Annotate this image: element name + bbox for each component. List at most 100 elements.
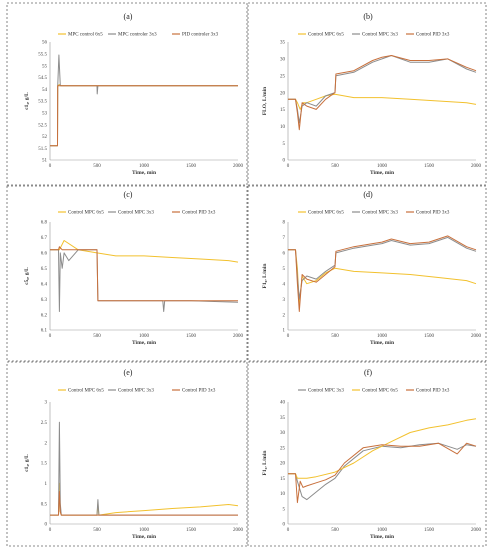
y-tick-label: 6.8: [41, 221, 48, 226]
y-tick-label: 3: [283, 298, 286, 303]
series-line-2: [50, 246, 238, 302]
y-tick-label: 6.6: [41, 252, 48, 257]
y-tick-label: 2: [283, 313, 286, 318]
y-axis-title: FLO, L/min: [262, 87, 268, 115]
chart-panel-4: (e) Control MPC 6x5 Control MPC 3x3 Control…: [24, 368, 244, 540]
panel-border-1: [247, 2, 487, 186]
legend-entry: Control MPC 6x5: [68, 211, 104, 216]
y-tick-label: 25: [280, 446, 286, 451]
x-tick-label: 1500: [186, 164, 197, 169]
series-line-0: [50, 240, 239, 263]
y-tick-label: 52: [42, 135, 48, 140]
y-tick-label: 56: [42, 41, 48, 46]
chart-panel-3: (d) Control MPC 6x5 Control MPC 3x3 Control…: [262, 190, 482, 346]
x-tick-label: 500: [331, 528, 339, 533]
x-tick-label: 2000: [471, 164, 482, 169]
y-tick-label: 8: [283, 221, 286, 226]
panel-letter: (d): [363, 190, 373, 199]
y-tick-label: 51.5: [38, 147, 47, 152]
x-tick-label: 0: [49, 164, 52, 169]
x-axis-title: Time, min: [370, 534, 394, 540]
legend-entry: MPC controler 3x3: [118, 33, 157, 38]
series-line-1: [288, 236, 477, 300]
series-line-2: [288, 442, 477, 504]
legend-entry: Control MPC 3x3: [362, 211, 398, 216]
series-line-2: [50, 85, 238, 147]
x-axis-title: Time, min: [370, 170, 394, 176]
legend-entry: Control MPC 6x5: [68, 389, 104, 394]
x-tick-label: 2000: [233, 164, 244, 169]
chart-panel-2: (c) Control MPC 6x5 Control MPC 3x3 Control…: [24, 190, 244, 346]
x-tick-label: 500: [93, 334, 101, 339]
y-tick-label: 10: [280, 492, 286, 497]
y-tick-label: 52.5: [38, 123, 47, 128]
y-tick-label: 6: [283, 252, 286, 257]
series-line-0: [288, 249, 477, 306]
y-tick-label: 53: [42, 112, 48, 117]
legend-entry: Control PID 3x3: [182, 211, 216, 216]
y-tick-label: 6.3: [41, 298, 48, 303]
chart-panel-0: (a) MPC control 6x5 MPC controler 3x3 PID c…: [24, 12, 244, 176]
x-axis-title: Time, min: [132, 170, 156, 176]
y-tick-label: 30: [280, 431, 286, 436]
panel-border-0: [6, 2, 248, 186]
panel-letter: (f): [364, 368, 372, 377]
x-tick-label: 1000: [377, 334, 388, 339]
y-tick-label: 0: [283, 523, 286, 528]
x-tick-label: 1000: [139, 528, 150, 533]
y-axis-title: c1₄, g/L: [24, 454, 30, 472]
x-axis-title: Time, min: [132, 340, 156, 346]
y-tick-label: 2: [45, 441, 48, 446]
panel-letter: (a): [124, 12, 133, 21]
x-tick-label: 2000: [233, 528, 244, 533]
series-line-0: [50, 84, 238, 147]
y-tick-label: 6.1: [41, 329, 48, 334]
series-line-0: [50, 482, 239, 516]
y-tick-label: 1: [45, 482, 48, 487]
legend-entry: Control MPC 3x3: [362, 33, 398, 38]
y-tick-label: 0: [283, 159, 286, 164]
x-tick-label: 500: [331, 164, 339, 169]
x-tick-label: 0: [287, 334, 290, 339]
x-tick-label: 1500: [186, 528, 197, 533]
y-tick-label: 15: [280, 477, 286, 482]
y-tick-label: 6.2: [41, 313, 48, 318]
chart-panel-1: (b) Control MPC 6x5 Control MPC 3x3 Control…: [262, 12, 482, 176]
y-tick-label: 10: [280, 125, 286, 130]
series-line-2: [288, 55, 477, 131]
series-line-2: [288, 235, 477, 312]
x-tick-label: 500: [93, 164, 101, 169]
y-tick-label: 15: [280, 108, 286, 113]
legend-entry: Control MPC 6x5: [362, 389, 398, 394]
y-axis-title: c5₀, g/L: [24, 267, 30, 285]
y-tick-label: 1.5: [41, 462, 48, 467]
x-tick-label: 500: [93, 528, 101, 533]
legend-entry: Control PID 3x3: [416, 33, 450, 38]
x-tick-label: 1000: [377, 164, 388, 169]
x-tick-label: 0: [49, 334, 52, 339]
y-tick-label: 0: [45, 523, 48, 528]
x-tick-label: 1500: [424, 528, 435, 533]
y-tick-label: 4: [283, 282, 286, 287]
x-axis-title: Time, min: [132, 534, 156, 540]
legend-entry: Control PID 3x3: [416, 389, 450, 394]
legend-entry: PID controler 3x3: [182, 33, 219, 38]
y-tick-label: 54.5: [38, 76, 47, 81]
y-tick-label: 51: [42, 159, 48, 164]
x-tick-label: 1500: [186, 334, 197, 339]
y-tick-label: 5: [283, 507, 286, 512]
y-tick-label: 7: [283, 236, 286, 241]
series-line-0: [288, 442, 477, 501]
y-tick-label: 54: [42, 88, 48, 93]
y-tick-label: 6.5: [41, 267, 48, 272]
y-tick-label: 35: [280, 41, 286, 46]
legend-entry: Control MPC 6x5: [308, 33, 344, 38]
x-tick-label: 1000: [377, 528, 388, 533]
x-axis-title: Time, min: [370, 340, 394, 346]
x-tick-label: 0: [287, 528, 290, 533]
panel-letter: (e): [124, 368, 133, 377]
legend-entry: Control MPC 6x5: [308, 211, 344, 216]
legend-entry: Control MPC 3x3: [118, 211, 154, 216]
panel-letter: (c): [124, 190, 133, 199]
